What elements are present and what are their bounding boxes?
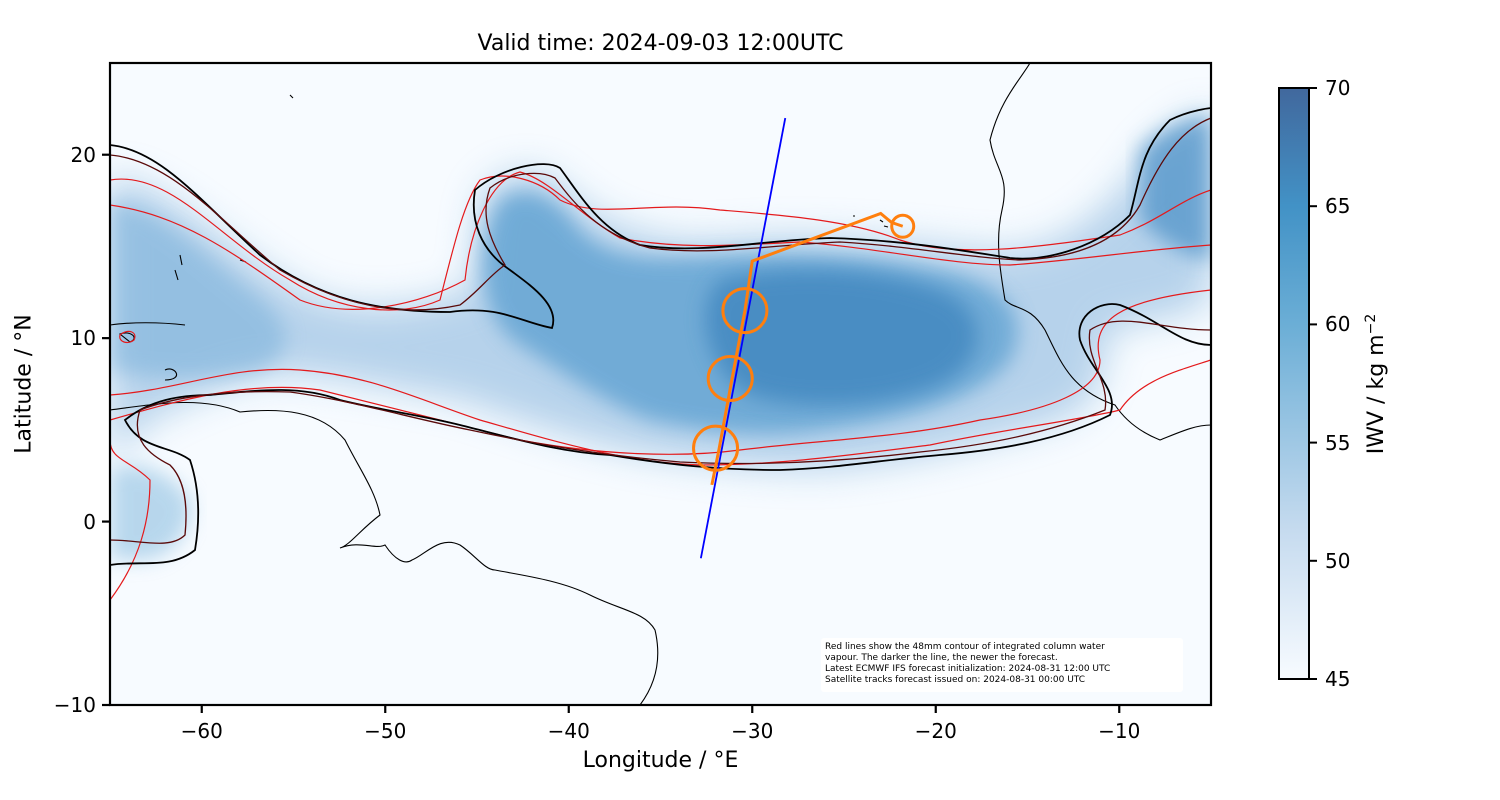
colorbar-label: IWV / kg m−2 (1362, 313, 1390, 455)
flight-circle (890, 213, 916, 239)
y-tick-label: −10 (53, 693, 96, 717)
iwv-moisture-field (110, 110, 1211, 560)
x-tick-label: −40 (547, 719, 590, 743)
south-america-coastline (110, 401, 659, 705)
contour-older-north-2 (110, 171, 1211, 310)
x-axis-label: Longitude / °E (582, 748, 739, 773)
flight-circle (721, 287, 769, 335)
flight-circle (692, 424, 740, 472)
annotation-box: Red lines show the 48mm contour of integ… (821, 638, 1183, 692)
caribbean-coastline (110, 254, 247, 381)
colorbar-tick-label: 70 (1325, 76, 1351, 100)
y-tick-label: 20 (70, 142, 96, 167)
annotation-line: Latest ECMWF IFS forecast initialization… (825, 664, 1111, 674)
x-tick-label: −30 (731, 719, 774, 743)
colorbar-tick-label: 50 (1325, 548, 1351, 573)
flight-circles (692, 213, 916, 472)
flight-circle (706, 354, 754, 403)
colorbar-ticks (1309, 87, 1317, 680)
map-title: Valid time: 2024-09-03 12:00UTC (477, 31, 844, 56)
contour-dark-south (110, 320, 1211, 544)
colorbar-tick-label: 45 (1325, 667, 1351, 691)
y-tick-label: 0 (83, 509, 96, 534)
x-tick-label: −10 (1098, 719, 1141, 743)
annotation-line: Red lines show the 48mm contour of integ… (825, 642, 1105, 652)
annotation-line: vapour. The darker the line, the newer t… (825, 653, 1058, 663)
axis-ticks (102, 153, 1121, 713)
contour-dark-north (110, 117, 1211, 311)
contour-older-small (119, 330, 136, 344)
cape-verde-islands (289, 94, 889, 228)
colorbar-tick-label: 65 (1325, 194, 1351, 219)
satellite-track-line (699, 117, 787, 559)
coastlines (110, 63, 1211, 705)
map-axes-frame (108, 61, 1213, 707)
contour-older-north-1 (110, 175, 1211, 311)
y-axis-label: Latitude / °N (11, 314, 37, 454)
colorbar (1278, 87, 1310, 680)
older-forecast-contours (110, 171, 1211, 601)
africa-coastline (989, 63, 1211, 441)
annotation-line: Satellite tracks forecast issued on: 202… (825, 675, 1086, 685)
colorbar-tick-label: 55 (1325, 430, 1351, 455)
newest-forecast-contours (110, 107, 1211, 566)
contour-older-south-2 (110, 289, 1211, 455)
colorbar-tick-label: 60 (1325, 312, 1351, 337)
x-tick-label: −50 (364, 719, 407, 743)
y-tick-label: 10 (70, 326, 96, 351)
x-tick-label: −60 (180, 719, 223, 743)
x-tick-label: −20 (914, 719, 957, 743)
flight-track-line (710, 211, 904, 486)
